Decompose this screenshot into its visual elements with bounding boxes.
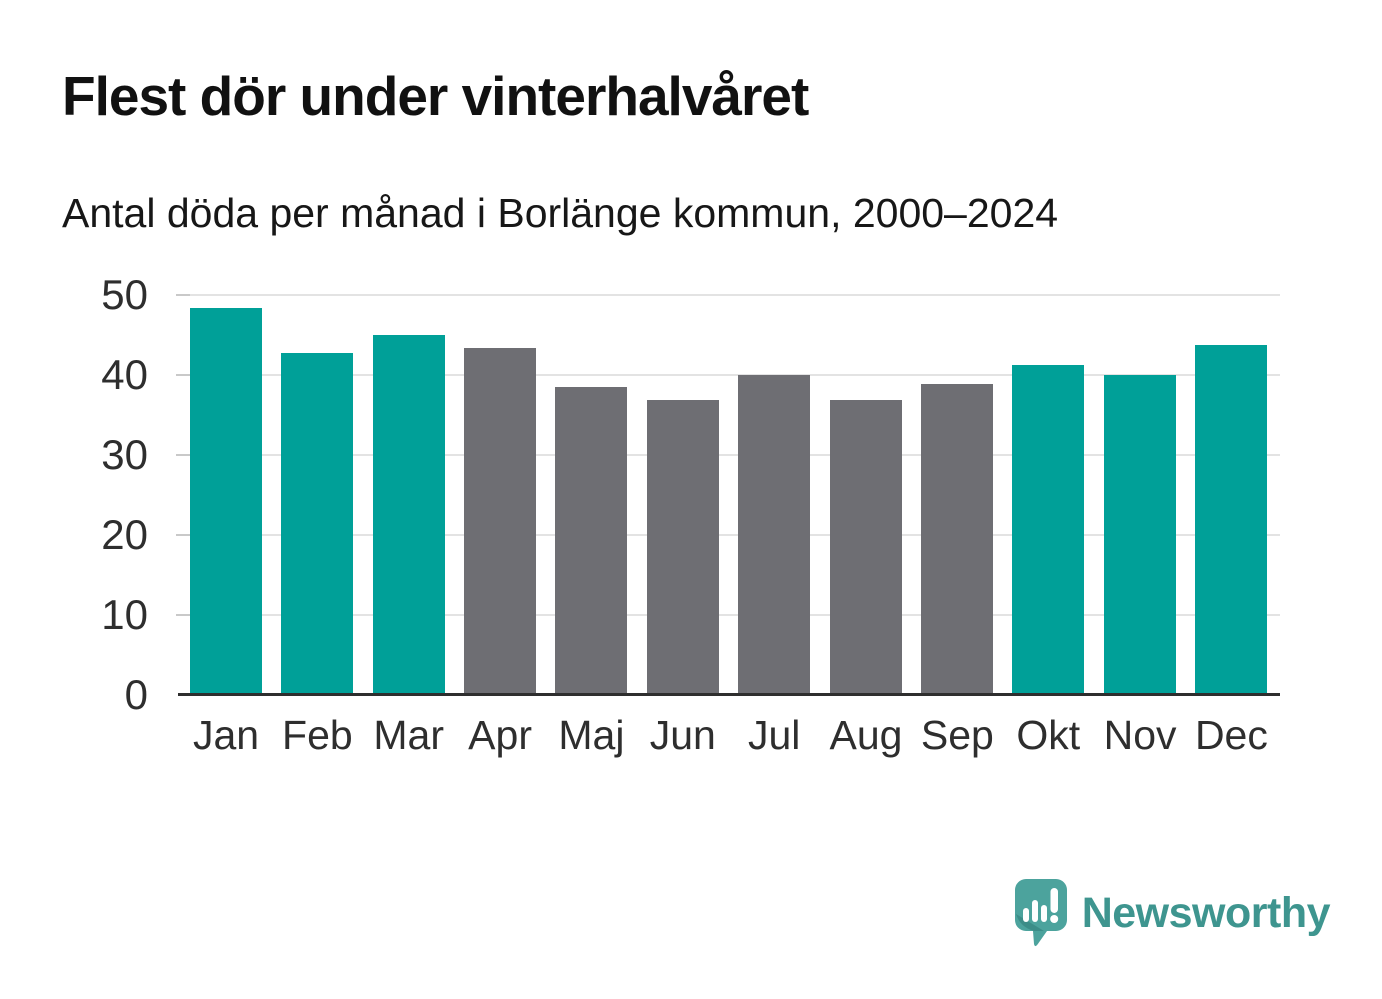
bar-okt (1012, 365, 1085, 694)
x-axis-line (178, 693, 1280, 696)
bar-feb (281, 353, 354, 694)
x-axis-label-aug: Aug (829, 712, 903, 758)
gridline-50 (178, 294, 1280, 296)
bar-jun (646, 400, 719, 694)
y-axis-label-0: 0 (124, 671, 148, 718)
y-tick-50 (176, 294, 190, 296)
bar-aug (829, 399, 902, 694)
y-axis-label-20: 20 (101, 511, 148, 558)
x-axis-label-jul: Jul (747, 712, 801, 758)
chart-subtitle: Antal döda per månad i Borlänge kommun, … (62, 190, 1059, 236)
x-axis-label-mar: Mar (373, 712, 445, 758)
x-axis-label-dec: Dec (1194, 712, 1268, 758)
y-axis-label-50: 50 (101, 271, 148, 318)
x-axis-label-okt: Okt (1016, 712, 1081, 758)
brand-wordmark: Newsworthy (1081, 888, 1331, 937)
x-axis-label-jan: Jan (192, 712, 260, 758)
x-axis-label-nov: Nov (1103, 712, 1177, 758)
x-axis-label-maj: Maj (558, 712, 625, 758)
bar-nov (1103, 374, 1176, 694)
chart-title: Flest dör under vinterhalvåret (62, 65, 809, 127)
y-tick-10 (176, 614, 190, 616)
newsworthy-logo-icon (1014, 879, 1067, 947)
bar-jan (190, 308, 262, 694)
gridline-10 (178, 614, 1280, 616)
brand-footer: Newsworthy (1014, 878, 1331, 948)
x-axis-label-sep: Sep (920, 712, 994, 758)
plot-area (176, 294, 1280, 696)
y-axis-label-10: 10 (101, 591, 148, 638)
bar-dec (1194, 345, 1267, 694)
bar-mar (372, 334, 445, 694)
bar-jul (738, 374, 811, 694)
bar-maj (555, 386, 628, 694)
gridline-30 (178, 454, 1280, 456)
y-tick-20 (176, 534, 190, 536)
x-axis-labels: Jan Feb Mar Apr Maj Jun Jul Aug Sep Okt Nov Dec (190, 712, 1268, 759)
bar-series (190, 295, 1267, 694)
bar-apr (464, 348, 537, 694)
y-axis-label-40: 40 (101, 351, 148, 398)
y-tick-40 (176, 374, 190, 376)
y-axis-label-30: 30 (101, 431, 148, 478)
y-tick-30 (176, 454, 190, 456)
gridline-40 (178, 374, 1280, 376)
x-axis-label-jun: Jun (649, 712, 716, 758)
x-axis-label-apr: Apr (468, 712, 532, 758)
gridline-20 (178, 534, 1280, 536)
bar-sep (920, 384, 993, 694)
x-axis-label-feb: Feb (282, 712, 353, 758)
